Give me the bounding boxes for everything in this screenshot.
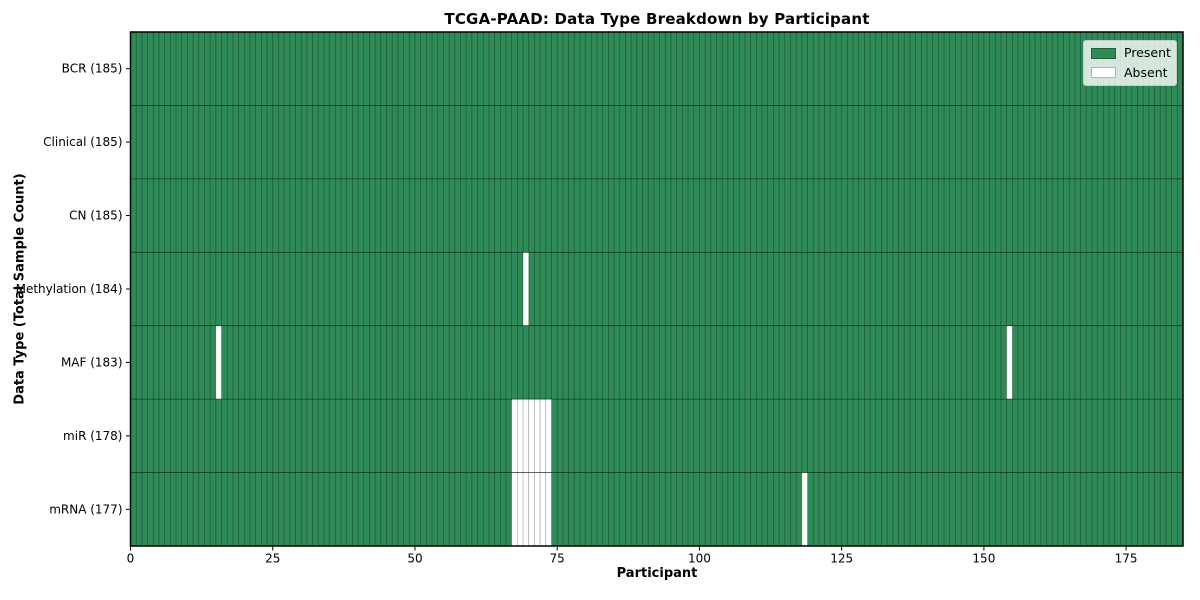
cell-grid-lines <box>135 32 1178 546</box>
absent-cell-miR-73 <box>545 398 552 473</box>
absent-cell-mRNA-72 <box>539 472 547 547</box>
legend: Present Absent <box>1083 40 1177 86</box>
legend-item-absent: Absent <box>1091 64 1169 80</box>
legend-item-present: Present <box>1091 45 1171 60</box>
y-tick-label-mRNA: mRNA (177) <box>49 502 122 516</box>
absent-cell-mRNA-68 <box>516 472 524 547</box>
absent-cell-mRNA-67 <box>511 472 518 547</box>
absent-cell-miR-68 <box>516 398 524 473</box>
absent-cell-MAF-15 <box>215 325 222 400</box>
y-tick-label-CN: CN (185) <box>69 209 122 223</box>
y-axis-label: Data Type (Total Sample Count) <box>12 173 28 405</box>
absent-cell-MAF-154 <box>1006 325 1013 400</box>
chart-title: TCGA-PAAD: Data Type Breakdown by Partic… <box>444 10 870 28</box>
y-tick-label-BCR: BCR (185) <box>62 62 123 76</box>
x-axis-label: Participant <box>616 566 698 581</box>
y-tick-label-Methylation: Methylation (184) <box>16 282 123 296</box>
legend-label-absent: Absent <box>1124 64 1168 80</box>
absent-cell-miR-69 <box>522 398 530 473</box>
legend-label-present: Present <box>1124 45 1171 60</box>
plot-border <box>129 31 1184 547</box>
x-tick-label: 25 <box>265 552 280 566</box>
x-tick-label: 75 <box>550 552 565 566</box>
absent-cell-mRNA-69 <box>522 472 530 547</box>
absent-cell-miR-72 <box>539 398 547 473</box>
x-tick-label: 150 <box>972 552 995 566</box>
row-divider-lines <box>130 105 1183 473</box>
absent-color-swatch <box>1091 67 1116 79</box>
x-tick-label: 125 <box>830 552 853 566</box>
x-tick-label: 100 <box>688 552 711 566</box>
absent-cell-miR-67 <box>511 398 518 473</box>
x-tick-label: 0 <box>127 552 135 566</box>
absent-cell-mRNA-71 <box>534 472 541 547</box>
y-tick-label-MAF: MAF (183) <box>61 355 123 369</box>
x-tick-label: 50 <box>407 552 422 566</box>
present-cells-background <box>130 32 1183 546</box>
absent-cell-mRNA-118 <box>801 472 808 547</box>
present-color-swatch <box>1091 47 1116 59</box>
y-tick-label-miR: miR (178) <box>63 429 122 443</box>
absent-cell-Methylation-69 <box>522 251 530 327</box>
absent-cell-mRNA-70 <box>528 472 535 547</box>
x-tick-label: 175 <box>1115 552 1138 566</box>
absent-cell-mRNA-73 <box>545 472 552 547</box>
absent-cell-miR-71 <box>534 398 541 473</box>
y-tick-label-Clinical: Clinical (185) <box>43 135 122 149</box>
y-axis-ticks: BCR (185) Clinical (185) CN (185) Methylati… <box>16 62 130 516</box>
absent-cell-miR-70 <box>528 398 535 473</box>
x-axis-ticks: 0 25 50 75 100 125 150 175 <box>127 546 1138 566</box>
